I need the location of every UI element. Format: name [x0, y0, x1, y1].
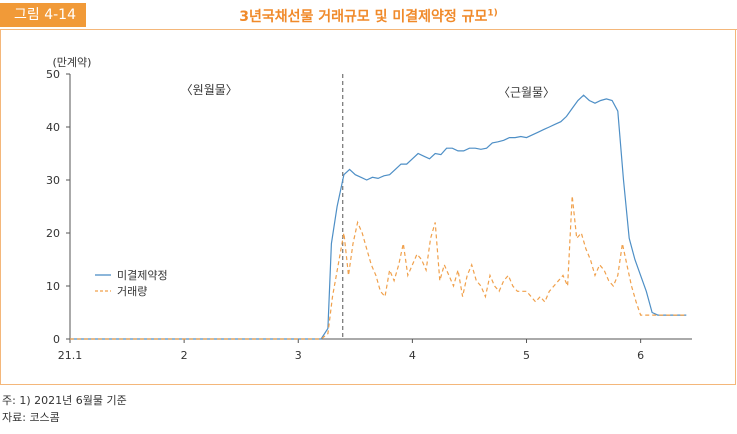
annotation-near-month: 〈근월물〉 [498, 86, 555, 100]
x-tick-label: 4 [409, 349, 416, 362]
series-line-volume [70, 195, 687, 340]
chart-labels: 〈원월물〉 〈근월물〉 [181, 83, 555, 100]
y-tick-label: 0 [53, 333, 60, 346]
header-rule [0, 29, 737, 30]
y-tick-label: 40 [46, 121, 60, 134]
header-bar: 그림 4-14 3년국채선물 거래규모 및 미결제약정 규모1) [0, 0, 737, 30]
y-tick-label: 30 [46, 174, 60, 187]
legend-label: 거래량 [117, 285, 147, 298]
x-tick-label: 21.1 [58, 349, 83, 362]
x-tick-label: 6 [637, 349, 644, 362]
series-line-open-interest [70, 94, 687, 340]
x-tick-label: 2 [181, 349, 188, 362]
chart-title-text: 3년국채선물 거래규모 및 미결제약정 규모 [239, 9, 488, 25]
chart-frame [0, 29, 736, 385]
chart-series [70, 94, 687, 340]
footnote-basis: 주: 1) 2021년 6월물 기준 [2, 394, 127, 407]
y-tick-label: 10 [46, 280, 60, 293]
chart-title: 3년국채선물 거래규모 및 미결제약정 규모1) [0, 6, 737, 26]
figure-number-badge: 그림 4-14 [0, 3, 86, 27]
annotation-far-month: 〈원월물〉 [181, 83, 238, 97]
y-tick-label: 50 [46, 68, 60, 81]
legend-label: 미결제약정 [117, 268, 168, 282]
chart-axes: 0 10 20 30 40 50(만계약) 21.1 2 3 4 5 6 [46, 55, 692, 362]
x-tick-label: 3 [295, 349, 302, 362]
footnote-source: 자료: 코스콤 [2, 411, 60, 424]
x-tick-label: 5 [523, 349, 530, 362]
y-axis-label: (만계약) [53, 55, 92, 69]
y-tick-label: 20 [46, 227, 60, 240]
title-footnote-mark: 1) [487, 8, 498, 19]
